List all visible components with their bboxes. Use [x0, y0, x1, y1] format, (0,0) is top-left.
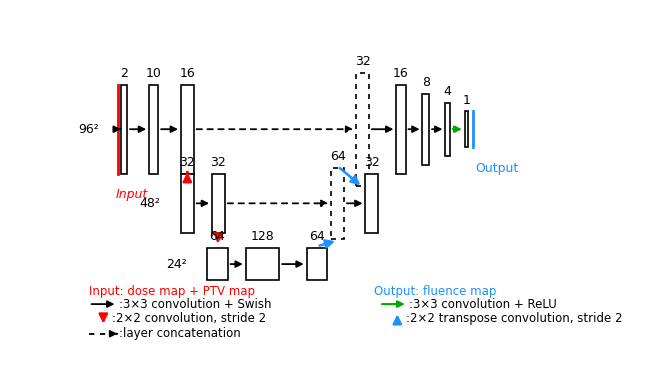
Text: :layer concatenation: :layer concatenation	[119, 327, 241, 340]
Text: 16: 16	[179, 67, 195, 80]
Text: Input: Input	[116, 189, 148, 201]
Text: 64: 64	[330, 150, 346, 163]
Text: 32: 32	[364, 156, 380, 169]
Text: :3×3 convolution + ReLU: :3×3 convolution + ReLU	[409, 298, 557, 311]
Text: 16: 16	[393, 67, 409, 80]
Text: Input: dose map + PTV map: Input: dose map + PTV map	[89, 285, 255, 298]
Bar	[246, 248, 280, 280]
Text: 96²: 96²	[78, 123, 99, 136]
Text: 2: 2	[120, 67, 128, 80]
Bar	[212, 174, 225, 233]
Text: 10: 10	[146, 67, 161, 80]
Text: 64: 64	[309, 230, 325, 243]
Bar	[365, 174, 379, 233]
Text: :3×3 convolution + Swish: :3×3 convolution + Swish	[119, 298, 272, 311]
Text: 24²: 24²	[167, 258, 187, 271]
Text: 48²: 48²	[139, 197, 161, 210]
Bar	[356, 73, 369, 186]
Bar	[465, 111, 468, 147]
Bar	[422, 94, 429, 165]
Text: 32: 32	[179, 156, 195, 169]
Bar	[149, 85, 159, 174]
Bar	[121, 85, 127, 174]
Text: 64: 64	[209, 230, 225, 243]
Bar	[306, 248, 327, 280]
Text: 8: 8	[422, 76, 429, 89]
Text: 128: 128	[251, 230, 274, 243]
Bar	[331, 168, 344, 239]
Bar	[446, 102, 450, 156]
Text: 4: 4	[444, 85, 452, 98]
Text: :2×2 transpose convolution, stride 2: :2×2 transpose convolution, stride 2	[406, 313, 623, 325]
Bar	[207, 248, 227, 280]
Text: 32: 32	[355, 55, 371, 69]
Bar	[181, 85, 194, 174]
Bar	[181, 174, 194, 233]
Text: Output: Output	[476, 162, 519, 175]
Text: Output: fluence map: Output: fluence map	[374, 285, 496, 298]
Bar	[396, 85, 405, 174]
Text: 1: 1	[462, 94, 470, 107]
Text: :2×2 convolution, stride 2: :2×2 convolution, stride 2	[112, 313, 266, 325]
Text: 32: 32	[211, 156, 226, 169]
